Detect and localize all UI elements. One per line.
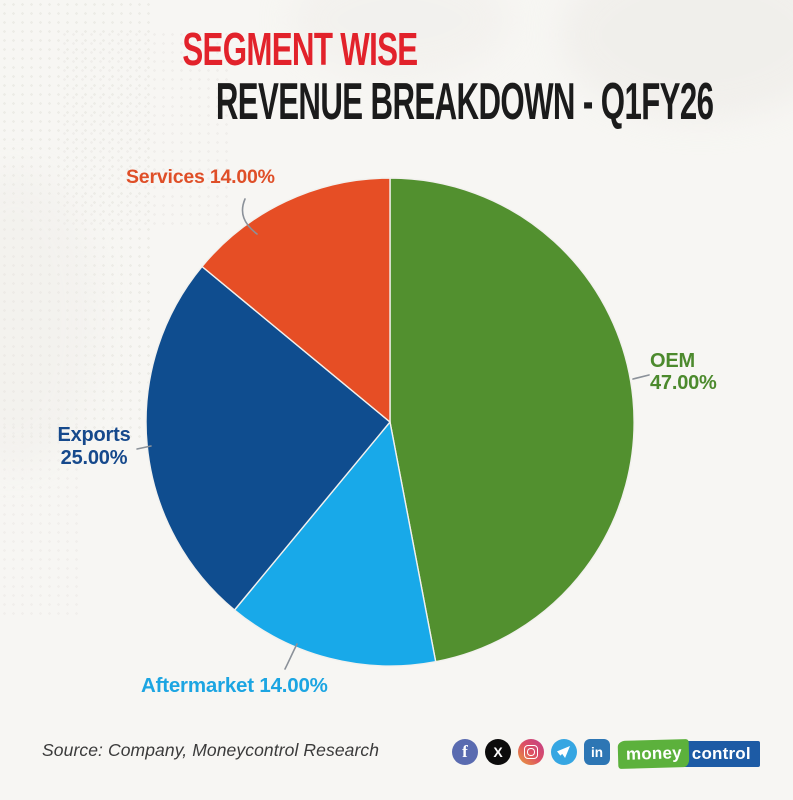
pie-slice-exports bbox=[145, 265, 391, 611]
label-exports: Exports 25.00% bbox=[44, 424, 144, 470]
label-oem-value: 47.00% bbox=[650, 372, 717, 394]
label-aftermarket: Aftermarket 14.00% bbox=[141, 674, 328, 698]
chart-title-line1: SEGMENT WISE bbox=[182, 23, 418, 75]
label-exports-name: Exports bbox=[57, 424, 131, 446]
linkedin-icon[interactable]: in bbox=[584, 739, 610, 765]
social-icons-row: f X in bbox=[452, 739, 610, 765]
label-services-name: Services bbox=[126, 166, 205, 188]
facebook-icon[interactable]: f bbox=[452, 739, 478, 765]
background-dot-pattern bbox=[0, 0, 150, 440]
chart-title-line2: REVENUE BREAKDOWN - Q1FY26 bbox=[215, 73, 714, 131]
label-oem: OEM 47.00% bbox=[650, 350, 717, 394]
moneycontrol-logo-green: money bbox=[617, 739, 690, 769]
background-dot-pattern bbox=[0, 420, 80, 620]
label-aftermarket-name: Aftermarket bbox=[141, 674, 254, 697]
label-oem-name: OEM bbox=[650, 350, 695, 372]
label-exports-value: 25.00% bbox=[60, 447, 128, 469]
moneycontrol-logo[interactable]: money control bbox=[617, 739, 760, 769]
source-note: Source: Company, Moneycontrol Research bbox=[42, 740, 380, 760]
leader-line-aftermarket bbox=[284, 643, 298, 670]
telegram-plane-glyph bbox=[557, 746, 570, 758]
linkedin-glyph: in bbox=[591, 744, 603, 760]
telegram-icon[interactable] bbox=[551, 739, 577, 765]
label-aftermarket-value: 14.00% bbox=[259, 674, 328, 697]
x-twitter-icon[interactable]: X bbox=[485, 739, 511, 765]
background-dot-pattern bbox=[60, 30, 230, 230]
instagram-icon[interactable] bbox=[518, 739, 544, 765]
label-services: Services 14.00% bbox=[126, 166, 275, 189]
moneycontrol-logo-blue: control bbox=[679, 741, 760, 767]
label-services-value: 14.00% bbox=[209, 166, 275, 188]
pie-slice-services bbox=[201, 177, 391, 423]
leader-line-services bbox=[241, 198, 258, 235]
leader-line-exports bbox=[136, 445, 152, 450]
chart-title: SEGMENT WISE REVENUE BREAKDOWN - Q1FY26 bbox=[50, 23, 714, 128]
instagram-camera-glyph bbox=[524, 745, 538, 759]
pie-slice-oem bbox=[389, 177, 635, 663]
x-glyph: X bbox=[493, 744, 503, 760]
pie-slice-aftermarket bbox=[233, 421, 437, 667]
leader-line-oem bbox=[632, 374, 650, 380]
facebook-glyph: f bbox=[462, 742, 468, 761]
